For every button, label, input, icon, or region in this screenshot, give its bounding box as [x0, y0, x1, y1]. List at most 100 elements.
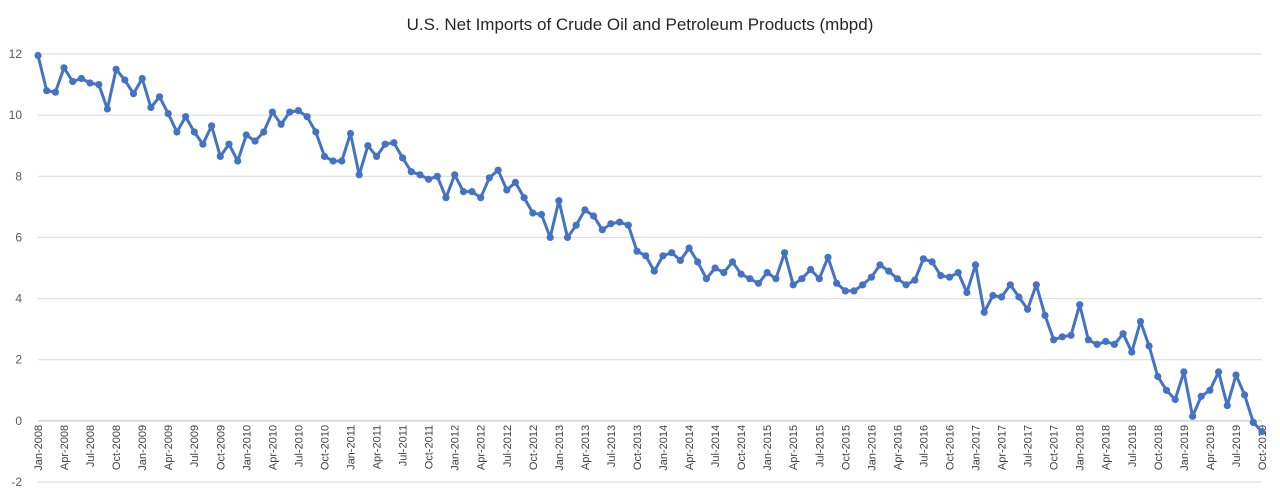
- data-point: [155, 93, 164, 101]
- x-tick-label: Jan-2013: [554, 425, 566, 471]
- data-point: [1232, 371, 1240, 379]
- data-point: [225, 140, 233, 148]
- x-tick-label: Jan-2009: [137, 425, 149, 471]
- data-point: [1215, 368, 1223, 376]
- x-tick-label: Oct-2010: [319, 425, 331, 470]
- data-point: [129, 90, 138, 98]
- data-point: [1058, 333, 1066, 341]
- x-tick-label: Apr-2013: [580, 425, 592, 470]
- data-point: [607, 220, 615, 228]
- data-point: [720, 269, 728, 277]
- data-point: [1189, 412, 1197, 420]
- x-tick-label: Apr-2019: [1205, 425, 1217, 470]
- y-tick-label: 4: [15, 292, 22, 306]
- data-point: [77, 74, 85, 83]
- data-point: [1154, 372, 1162, 381]
- x-tick-label: Oct-2016: [944, 425, 956, 470]
- data-point: [893, 275, 902, 283]
- x-tick-label: Jul-2015: [814, 425, 826, 467]
- data-point: [1110, 340, 1118, 348]
- data-point: [407, 168, 415, 176]
- data-point: [485, 174, 493, 182]
- x-tick-label: Apr-2008: [59, 425, 71, 470]
- y-tick-label: 12: [9, 47, 23, 61]
- data-point: [329, 157, 337, 165]
- x-tick-label: Jul-2014: [710, 425, 722, 467]
- data-point: [650, 267, 658, 275]
- data-point: [937, 272, 945, 280]
- data-point: [537, 210, 546, 219]
- x-tick-label: Oct-2015: [840, 425, 852, 470]
- y-tick-label: -2: [11, 475, 22, 489]
- data-point: [364, 142, 372, 150]
- x-tick-label: Jul-2013: [606, 425, 618, 467]
- x-tick-label: Apr-2011: [372, 425, 384, 469]
- data-point: [902, 281, 910, 289]
- data-point: [971, 261, 980, 269]
- data-point: [1197, 392, 1205, 400]
- data-point: [1206, 386, 1214, 394]
- data-point: [841, 287, 849, 295]
- data-point: [60, 64, 68, 72]
- data-point: [1041, 311, 1049, 319]
- data-point: [798, 275, 806, 283]
- data-point: [147, 103, 155, 112]
- data-point: [529, 209, 537, 217]
- x-tick-label: Apr-2014: [684, 425, 696, 470]
- data-point: [320, 152, 329, 160]
- data-point: [1032, 281, 1040, 289]
- x-tick-label: Jan-2014: [658, 425, 670, 471]
- data-point: [251, 137, 259, 145]
- data-point: [138, 74, 146, 83]
- data-point: [1171, 395, 1179, 404]
- data-point: [277, 120, 285, 128]
- data-point: [555, 197, 563, 205]
- x-tick-label: Oct-2014: [736, 425, 748, 470]
- data-point: [1024, 305, 1032, 313]
- data-point: [242, 131, 250, 139]
- y-tick-label: 0: [15, 414, 22, 428]
- data-point: [685, 244, 693, 252]
- data-point: [807, 265, 815, 274]
- data-point: [867, 273, 876, 281]
- data-point: [1006, 281, 1014, 289]
- y-tick-label: 2: [15, 353, 22, 367]
- x-tick-label: Apr-2015: [788, 425, 800, 470]
- data-point: [1015, 293, 1023, 301]
- data-point: [963, 288, 971, 297]
- x-tick-label: Oct-2012: [528, 425, 540, 470]
- data-point: [399, 154, 407, 162]
- data-point: [1249, 418, 1257, 426]
- x-tick-label: Oct-2013: [632, 425, 644, 470]
- data-point: [876, 261, 884, 269]
- data-point: [598, 226, 606, 234]
- data-point: [728, 258, 737, 266]
- data-point: [477, 194, 485, 202]
- data-point: [746, 275, 754, 283]
- data-point: [911, 276, 919, 284]
- data-point: [182, 113, 190, 121]
- data-point: [989, 291, 997, 300]
- data-point: [338, 157, 346, 165]
- data-point: [980, 308, 988, 316]
- x-tick-label: Apr-2009: [163, 425, 175, 470]
- data-point: [1093, 340, 1101, 348]
- data-point: [1067, 331, 1075, 339]
- data-point: [346, 129, 355, 138]
- gridlines: [38, 53, 1262, 483]
- data-point: [1241, 391, 1249, 399]
- data-point: [772, 275, 780, 283]
- data-point: [173, 128, 181, 136]
- data-point: [468, 188, 476, 196]
- data-point: [616, 218, 624, 226]
- data-point: [303, 113, 311, 121]
- x-tick-label: Oct-2018: [1153, 425, 1165, 470]
- data-point: [581, 206, 589, 214]
- data-point: [381, 140, 389, 148]
- data-point: [355, 171, 363, 179]
- data-point: [572, 221, 580, 229]
- data-point: [546, 233, 554, 241]
- data-point: [294, 107, 302, 115]
